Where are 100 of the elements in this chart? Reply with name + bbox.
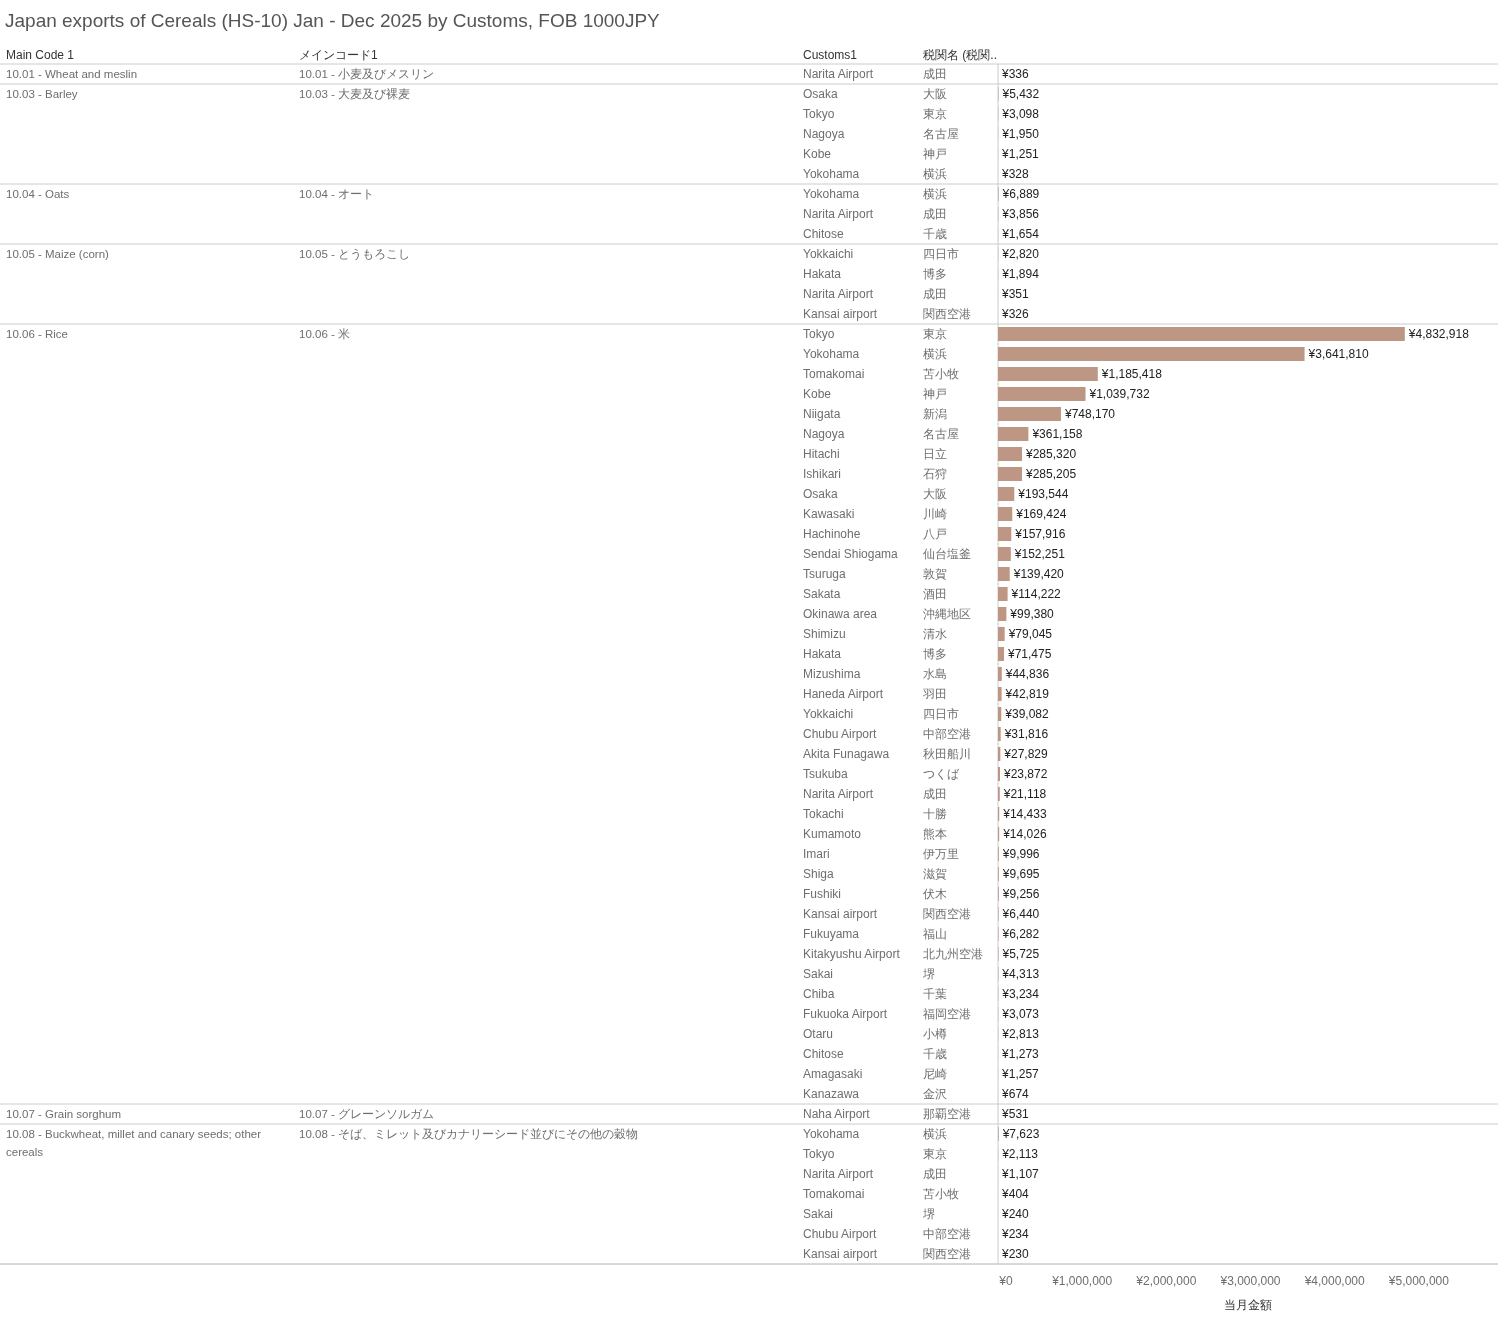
y-tick-label: Chubu Airport (803, 1227, 878, 1241)
text: 10.08 - そば、ミレット及びカナリーシード並びにその他の穀物 (299, 1128, 638, 1141)
y2-tick-label: 名古屋 (923, 427, 959, 441)
x-tick-label: ¥5,000,000 (1387, 1274, 1450, 1288)
y2-tick-label: 酒田 (923, 587, 947, 601)
bar (998, 427, 1029, 441)
data-label: ¥79,045 (1007, 627, 1053, 641)
y-tick-label: Fushiki (803, 887, 842, 901)
y2-tick-label: 四日市 (923, 247, 959, 261)
y-tick-label: Narita Airport (803, 67, 874, 81)
y2-tick-label: 十勝 (923, 807, 947, 821)
data-label: ¥1,251 (1001, 147, 1040, 161)
text: Main Code 1 (6, 48, 75, 62)
data-label: ¥4,313 (1001, 967, 1040, 981)
data-label: ¥674 (1001, 1087, 1030, 1101)
y2-tick-label: 成田 (923, 1167, 947, 1181)
y-tick-label: Narita Airport (803, 1167, 874, 1181)
y-tick-label: Kansai airport (803, 307, 878, 321)
data-label: ¥2,113 (1001, 1147, 1039, 1161)
y-tick-label: Tomakomai (803, 367, 865, 381)
y-tick-label: Tsukuba (803, 767, 849, 781)
data-label: ¥157,916 (1014, 527, 1066, 541)
data-label: ¥1,273 (1001, 1047, 1040, 1061)
y2-tick-label: 関西空港 (923, 307, 971, 321)
y2-tick-label: 横浜 (923, 1127, 947, 1141)
y-tick-label: Imari (803, 847, 830, 861)
data-label: ¥1,894 (1001, 267, 1040, 281)
data-label: ¥114,222 (1010, 587, 1062, 601)
y-tick-label: Yokohama (803, 347, 860, 361)
data-label: ¥152,251 (1013, 547, 1066, 561)
y-tick-label: Kanazawa (803, 1087, 860, 1101)
data-label: ¥1,185,418 (1100, 367, 1163, 381)
data-label: ¥27,829 (1003, 747, 1049, 761)
bar (998, 767, 1001, 781)
text: 10.03 - 大麦及び裸麦 (299, 88, 410, 100)
data-label: ¥71,475 (1007, 647, 1052, 661)
y-tick-label: Mizushima (803, 667, 861, 681)
data-label: ¥23,872 (1003, 767, 1048, 781)
y-tick-label: Fukuoka Airport (803, 1007, 888, 1021)
bar (998, 347, 1305, 361)
text: 10.05 - Maize (corn) (6, 248, 110, 260)
x-tick-label: ¥2,000,000 (1135, 1274, 1197, 1288)
data-label: ¥14,026 (1002, 827, 1047, 841)
data-label: ¥326 (1001, 307, 1030, 321)
y2-tick-label: 東京 (923, 107, 947, 121)
data-label: ¥3,234 (1001, 987, 1040, 1001)
data-label: ¥404 (1001, 1187, 1030, 1201)
bar (998, 727, 1001, 741)
data-label: ¥4,832,918 (1407, 327, 1470, 341)
y-tick-label: Yokkaichi (803, 247, 854, 261)
text: Customs1 (803, 48, 858, 62)
y-tick-label: Tokyo (803, 327, 835, 341)
data-label: ¥14,433 (1002, 807, 1047, 821)
y-tick-label: Shiga (803, 867, 835, 881)
y-tick-label: Kansai airport (803, 907, 878, 921)
y2-tick-label: 堺 (922, 1207, 935, 1221)
y-tick-label: Yokohama (803, 1127, 860, 1141)
bar (998, 407, 1061, 421)
y-tick-label: Yokohama (803, 167, 860, 181)
y-tick-label: Akita Funagawa (803, 747, 890, 761)
data-label: ¥328 (1001, 167, 1030, 181)
data-label: ¥44,836 (1004, 667, 1050, 681)
y2-tick-label: 秋田船川 (923, 747, 971, 761)
y-tick-label: Narita Airport (803, 787, 874, 801)
y-tick-label: Ishikari (803, 467, 842, 481)
y-tick-label: Yokkaichi (803, 707, 854, 721)
y2-tick-label: 横浜 (923, 187, 947, 201)
data-label: ¥1,039,732 (1088, 387, 1150, 401)
y2-tick-label: 東京 (923, 327, 947, 341)
y2-tick-label: 北九州空港 (923, 947, 983, 961)
y-tick-label: Shimizu (803, 627, 846, 641)
y-tick-label: Chitose (803, 1047, 845, 1061)
y2-tick-label: 滋賀 (923, 867, 947, 881)
data-label: ¥531 (1001, 1107, 1030, 1121)
y2-tick-label: 大阪 (923, 87, 947, 101)
y2-tick-label: 那覇空港 (923, 1107, 971, 1121)
text: 10.04 - オート (299, 188, 374, 200)
bar (998, 667, 1002, 681)
data-label: ¥1,654 (1001, 227, 1040, 241)
data-label: ¥99,380 (1009, 607, 1055, 621)
bar (998, 647, 1005, 661)
y-tick-label: Otaru (803, 1027, 834, 1041)
y2-tick-label: 関西空港 (923, 907, 971, 921)
data-label: ¥361,158 (1031, 427, 1083, 441)
text: 税関名 (税関.. (923, 48, 997, 62)
data-label: ¥230 (1001, 1247, 1030, 1261)
y-tick-label: Naha Airport (803, 1107, 871, 1121)
y-tick-label: Kobe (803, 147, 832, 161)
data-label: ¥193,544 (1017, 487, 1069, 501)
bar (998, 527, 1012, 541)
bar (998, 487, 1015, 501)
data-label: ¥6,440 (1001, 907, 1040, 921)
y2-tick-label: 横浜 (923, 347, 947, 361)
data-label: ¥3,641,810 (1307, 347, 1369, 361)
y2-tick-label: 仙台塩釜 (923, 547, 971, 561)
data-label: ¥1,950 (1001, 127, 1040, 141)
y-tick-label: Kobe (803, 387, 832, 401)
y2-tick-label: 神戸 (923, 387, 947, 401)
data-label: ¥3,098 (1001, 107, 1040, 121)
y-tick-label: Narita Airport (803, 287, 874, 301)
